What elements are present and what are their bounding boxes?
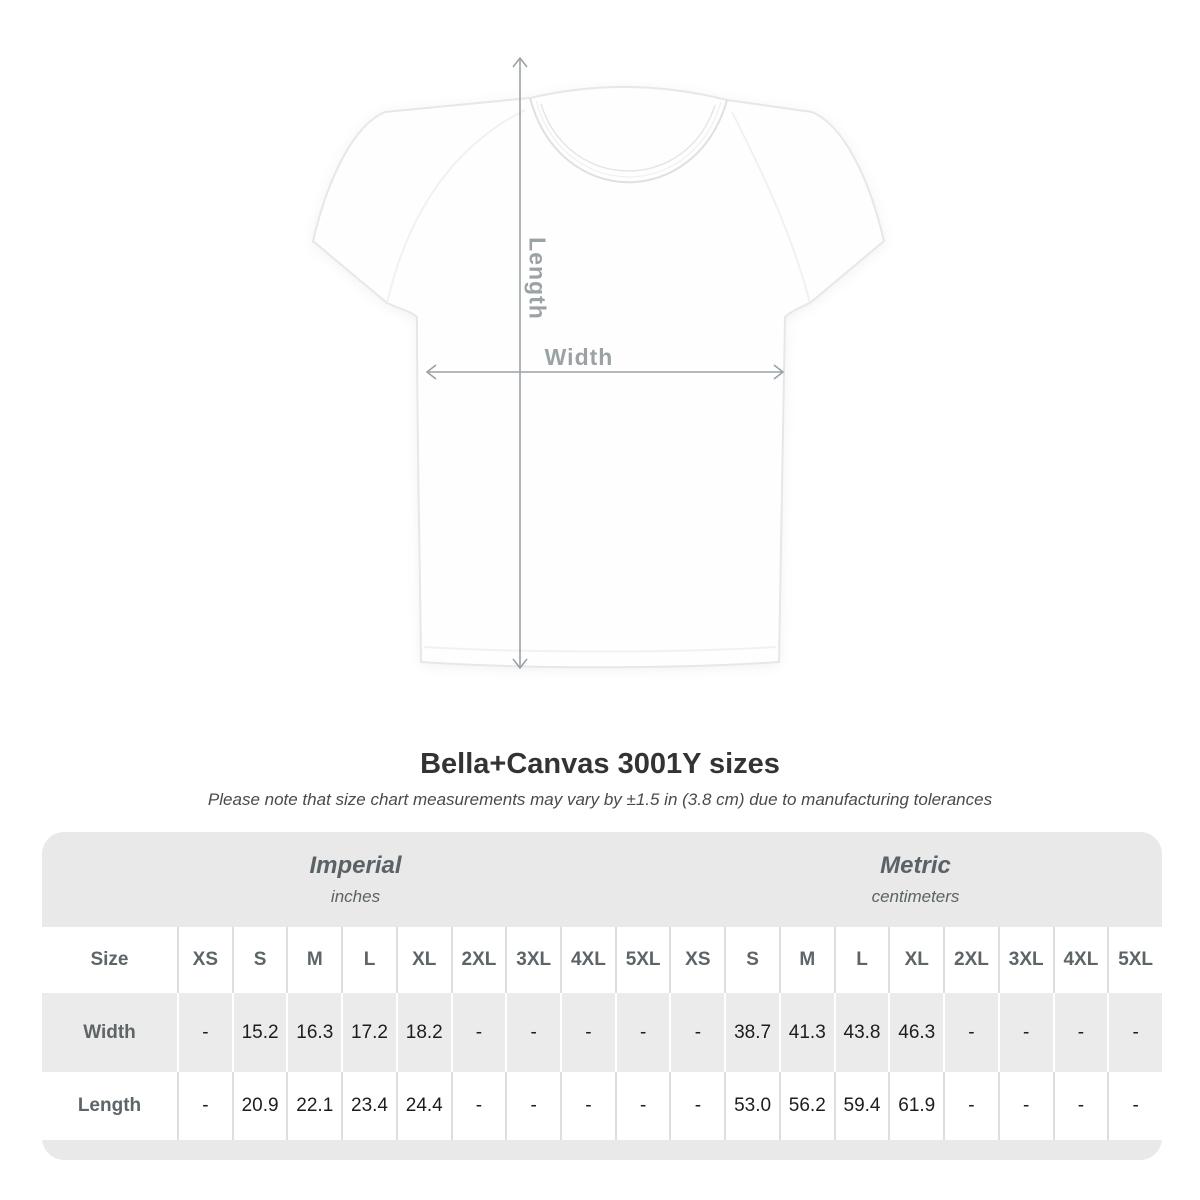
width-metric-3xl: - [997,993,1053,1072]
metric-unit: centimeters [871,887,960,906]
size-table: Imperial inches Metric centimeters Size … [42,832,1162,1160]
width-imperial-xs: - [177,993,232,1072]
length-imperial-l: 23.4 [341,1072,396,1140]
length-metric-xl: 61.9 [888,1072,944,1140]
size-header-metric-xs: XS [669,927,725,993]
width-metric-l: 43.8 [833,993,889,1072]
size-header-metric-2xl: 2XL [943,927,998,993]
width-metric-2xl: - [943,993,998,1072]
length-imperial-m: 22.1 [286,1072,342,1140]
length-imperial-5xl: - [614,1072,670,1140]
size-header-imperial-5xl: 5XL [614,927,670,993]
imperial-unit: inches [330,887,381,906]
tshirt-graphic [312,56,885,670]
size-header-imperial-s: S [231,927,287,993]
size-header-metric-s: S [724,927,779,993]
length-metric-s: 53.0 [724,1072,779,1140]
width-imperial-xl: 18.2 [395,993,451,1072]
length-imperial-s: 20.9 [231,1072,287,1140]
unit-header-row: Imperial inches Metric centimeters [42,832,1162,927]
length-metric-m: 56.2 [778,1072,834,1140]
width-metric-s: 38.7 [724,993,779,1072]
size-header-imperial-xs: XS [177,927,232,993]
size-header-imperial-xl: XL [395,927,451,993]
width-imperial-m: 16.3 [286,993,342,1072]
width-metric-m: 41.3 [778,993,834,1072]
width-imperial-2xl: - [450,993,506,1072]
size-header-imperial-4xl: 4XL [560,927,615,993]
length-dimension-label: Length [524,237,551,320]
metric-label: Metric [880,852,951,879]
length-metric-l: 59.4 [833,1072,889,1140]
length-imperial-xl: 24.4 [395,1072,451,1140]
right-sleeve-seam [731,111,811,304]
collar-outer-line [529,97,728,184]
size-header-metric-m: M [778,927,834,993]
hem-stitch-line [423,646,777,653]
size-header-imperial-l: L [341,927,396,993]
width-row-label: Width [42,993,177,1072]
collar-stitch-line [535,100,722,178]
left-sleeve-seam [386,109,526,304]
imperial-label: Imperial [309,852,402,879]
size-header-imperial-3xl: 3XL [505,927,561,993]
width-imperial-4xl: - [560,993,615,1072]
length-metric-4xl: - [1052,1072,1108,1140]
length-metric-2xl: - [943,1072,998,1140]
collar-inner-line [540,103,716,172]
length-metric-xs: - [669,1072,725,1140]
imperial-header: Imperial inches [42,832,669,927]
length-imperial-2xl: - [450,1072,506,1140]
size-col-header: Size [42,927,177,993]
width-imperial-s: 15.2 [231,993,287,1072]
tshirt-diagram [285,55,910,680]
length-arrow [512,56,528,670]
length-imperial-4xl: - [560,1072,615,1140]
length-measurement-row: Length - 20.9 22.1 23.4 24.4 - - - - - 5… [42,1072,1162,1140]
metric-header: Metric centimeters [669,832,1162,927]
size-header-metric-5xl: 5XL [1107,927,1162,993]
width-arrow [425,364,785,380]
size-header-imperial-2xl: 2XL [450,927,506,993]
width-metric-xs: - [669,993,725,1072]
length-metric-3xl: - [997,1072,1053,1140]
length-metric-5xl: - [1107,1072,1162,1140]
length-row-label: Length [42,1072,177,1140]
length-imperial-xs: - [177,1072,232,1140]
size-header-imperial-m: M [286,927,342,993]
width-imperial-3xl: - [505,993,561,1072]
tolerance-note: Please note that size chart measurements… [207,790,993,809]
tshirt-body [312,85,885,669]
width-measurement-row: Width - 15.2 16.3 17.2 18.2 - - - - - 38… [42,993,1162,1072]
page-title: Bella+Canvas 3001Y sizes [420,748,780,780]
size-header-metric-l: L [833,927,889,993]
size-header-metric-4xl: 4XL [1052,927,1108,993]
length-imperial-3xl: - [505,1072,561,1140]
width-metric-4xl: - [1052,993,1108,1072]
size-header-row: Size XS S M L XL 2XL 3XL 4XL 5XL XS S M … [42,927,1162,993]
width-metric-xl: 46.3 [888,993,944,1072]
width-dimension-label: Width [544,344,614,370]
size-header-metric-xl: XL [888,927,944,993]
size-header-metric-3xl: 3XL [997,927,1053,993]
width-metric-5xl: - [1107,993,1162,1072]
width-imperial-5xl: - [614,993,670,1072]
width-imperial-l: 17.2 [341,993,396,1072]
